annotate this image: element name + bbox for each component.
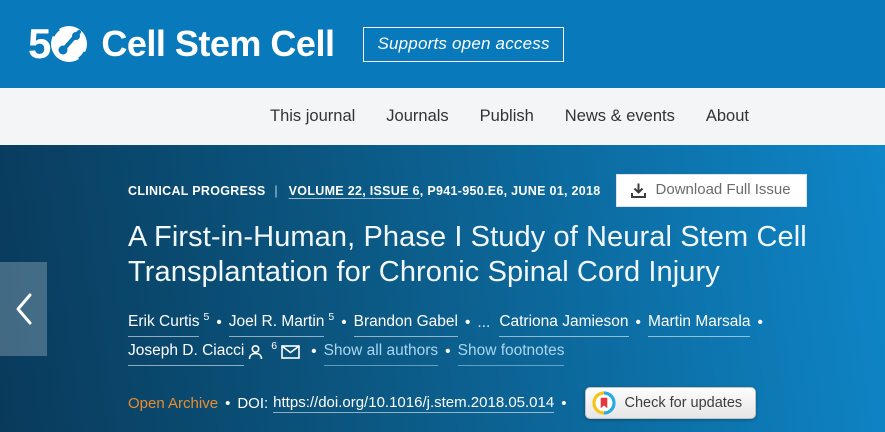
email-icon[interactable]: [281, 344, 300, 359]
open-archive-label: Open Archive: [128, 394, 219, 412]
anniversary-50-number: 5: [28, 20, 51, 67]
author-affiliation-sup: 6: [271, 340, 278, 352]
bullet-separator: •: [225, 394, 231, 412]
pipe-separator: |: [274, 183, 278, 198]
bullet-separator: •: [464, 314, 471, 331]
bullet-separator: •: [341, 314, 347, 331]
bullet-separator: •: [635, 314, 641, 331]
author-affiliation-sup: 5: [203, 311, 210, 323]
nav-item-news-events[interactable]: News & events: [564, 107, 675, 125]
show-footnotes-link[interactable]: Show footnotes: [457, 337, 565, 366]
bullet-separator: •: [757, 314, 763, 331]
author-line-1: Erik Curtis 5 • Joel R. Martin 5 • Brandon…: [128, 308, 885, 337]
main-nav: This journal Journals Publish News & eve…: [0, 88, 885, 145]
person-icon: [248, 344, 263, 359]
nav-item-this-journal[interactable]: This journal: [270, 107, 356, 125]
nav-item-about[interactable]: About: [705, 107, 749, 125]
previous-article-button[interactable]: [0, 262, 47, 356]
article-meta-row: Open Archive • DOI: https://doi.org/10.1…: [128, 387, 885, 419]
article-title: A First-in-Human, Phase I Study of Neura…: [128, 221, 807, 288]
author-affiliation-sup: 5: [328, 311, 335, 323]
crossmark-icon: [592, 391, 617, 415]
show-all-authors-link[interactable]: Show all authors: [323, 337, 439, 366]
download-full-issue-button[interactable]: Download Full Issue: [615, 174, 807, 207]
issue-pages-date: , P941-950.E6, JUNE 01, 2018: [419, 183, 601, 198]
author-list: Erik Curtis 5 • Joel R. Martin 5 • Brandon…: [128, 308, 885, 366]
authors-ellipsis-link[interactable]: ...: [477, 314, 491, 331]
author-link[interactable]: Joel R. Martin: [228, 308, 325, 337]
doi-label: DOI:: [237, 394, 269, 412]
bullet-separator: •: [216, 314, 222, 331]
doi-link[interactable]: https://doi.org/10.1016/j.stem.2018.05.0…: [273, 393, 555, 413]
article-hero: CLINICAL PROGRESS | VOLUME 22, ISSUE 6, …: [0, 145, 885, 432]
journal-masthead: 5 Cell Stem Cell Supports open access: [0, 0, 885, 88]
download-icon: [630, 183, 646, 198]
author-link[interactable]: Martin Marsala: [647, 308, 751, 337]
nav-item-journals[interactable]: Journals: [386, 107, 449, 125]
author-link[interactable]: Erik Curtis: [128, 308, 200, 337]
journal-logo[interactable]: 5 Cell Stem Cell: [28, 20, 335, 67]
bullet-separator: •: [311, 343, 317, 360]
check-for-updates-button[interactable]: Check for updates: [585, 387, 757, 419]
article-type-label: CLINICAL PROGRESS: [128, 183, 266, 198]
nav-item-publish[interactable]: Publish: [479, 107, 534, 125]
author-link[interactable]: Brandon Gabel: [353, 308, 458, 337]
issue-info-row: CLINICAL PROGRESS | VOLUME 22, ISSUE 6, …: [128, 174, 885, 207]
author-line-2: Joseph D. Ciacci 6 • Show all authors • …: [128, 337, 885, 366]
author-link[interactable]: Joseph D. Ciacci: [128, 337, 245, 366]
open-access-badge: Supports open access: [363, 26, 564, 62]
cell-50-logo-icon: [51, 26, 88, 62]
author-link[interactable]: Catriona Jamieson: [499, 308, 629, 337]
check-for-updates-label: Check for updates: [624, 395, 743, 411]
download-button-label: Download Full Issue: [655, 181, 791, 199]
journal-title: Cell Stem Cell: [101, 23, 335, 64]
issue-link[interactable]: VOLUME 22, ISSUE 6: [288, 183, 420, 198]
chevron-left-icon: [16, 293, 31, 325]
bullet-separator: •: [561, 394, 567, 412]
bullet-separator: •: [445, 343, 451, 360]
